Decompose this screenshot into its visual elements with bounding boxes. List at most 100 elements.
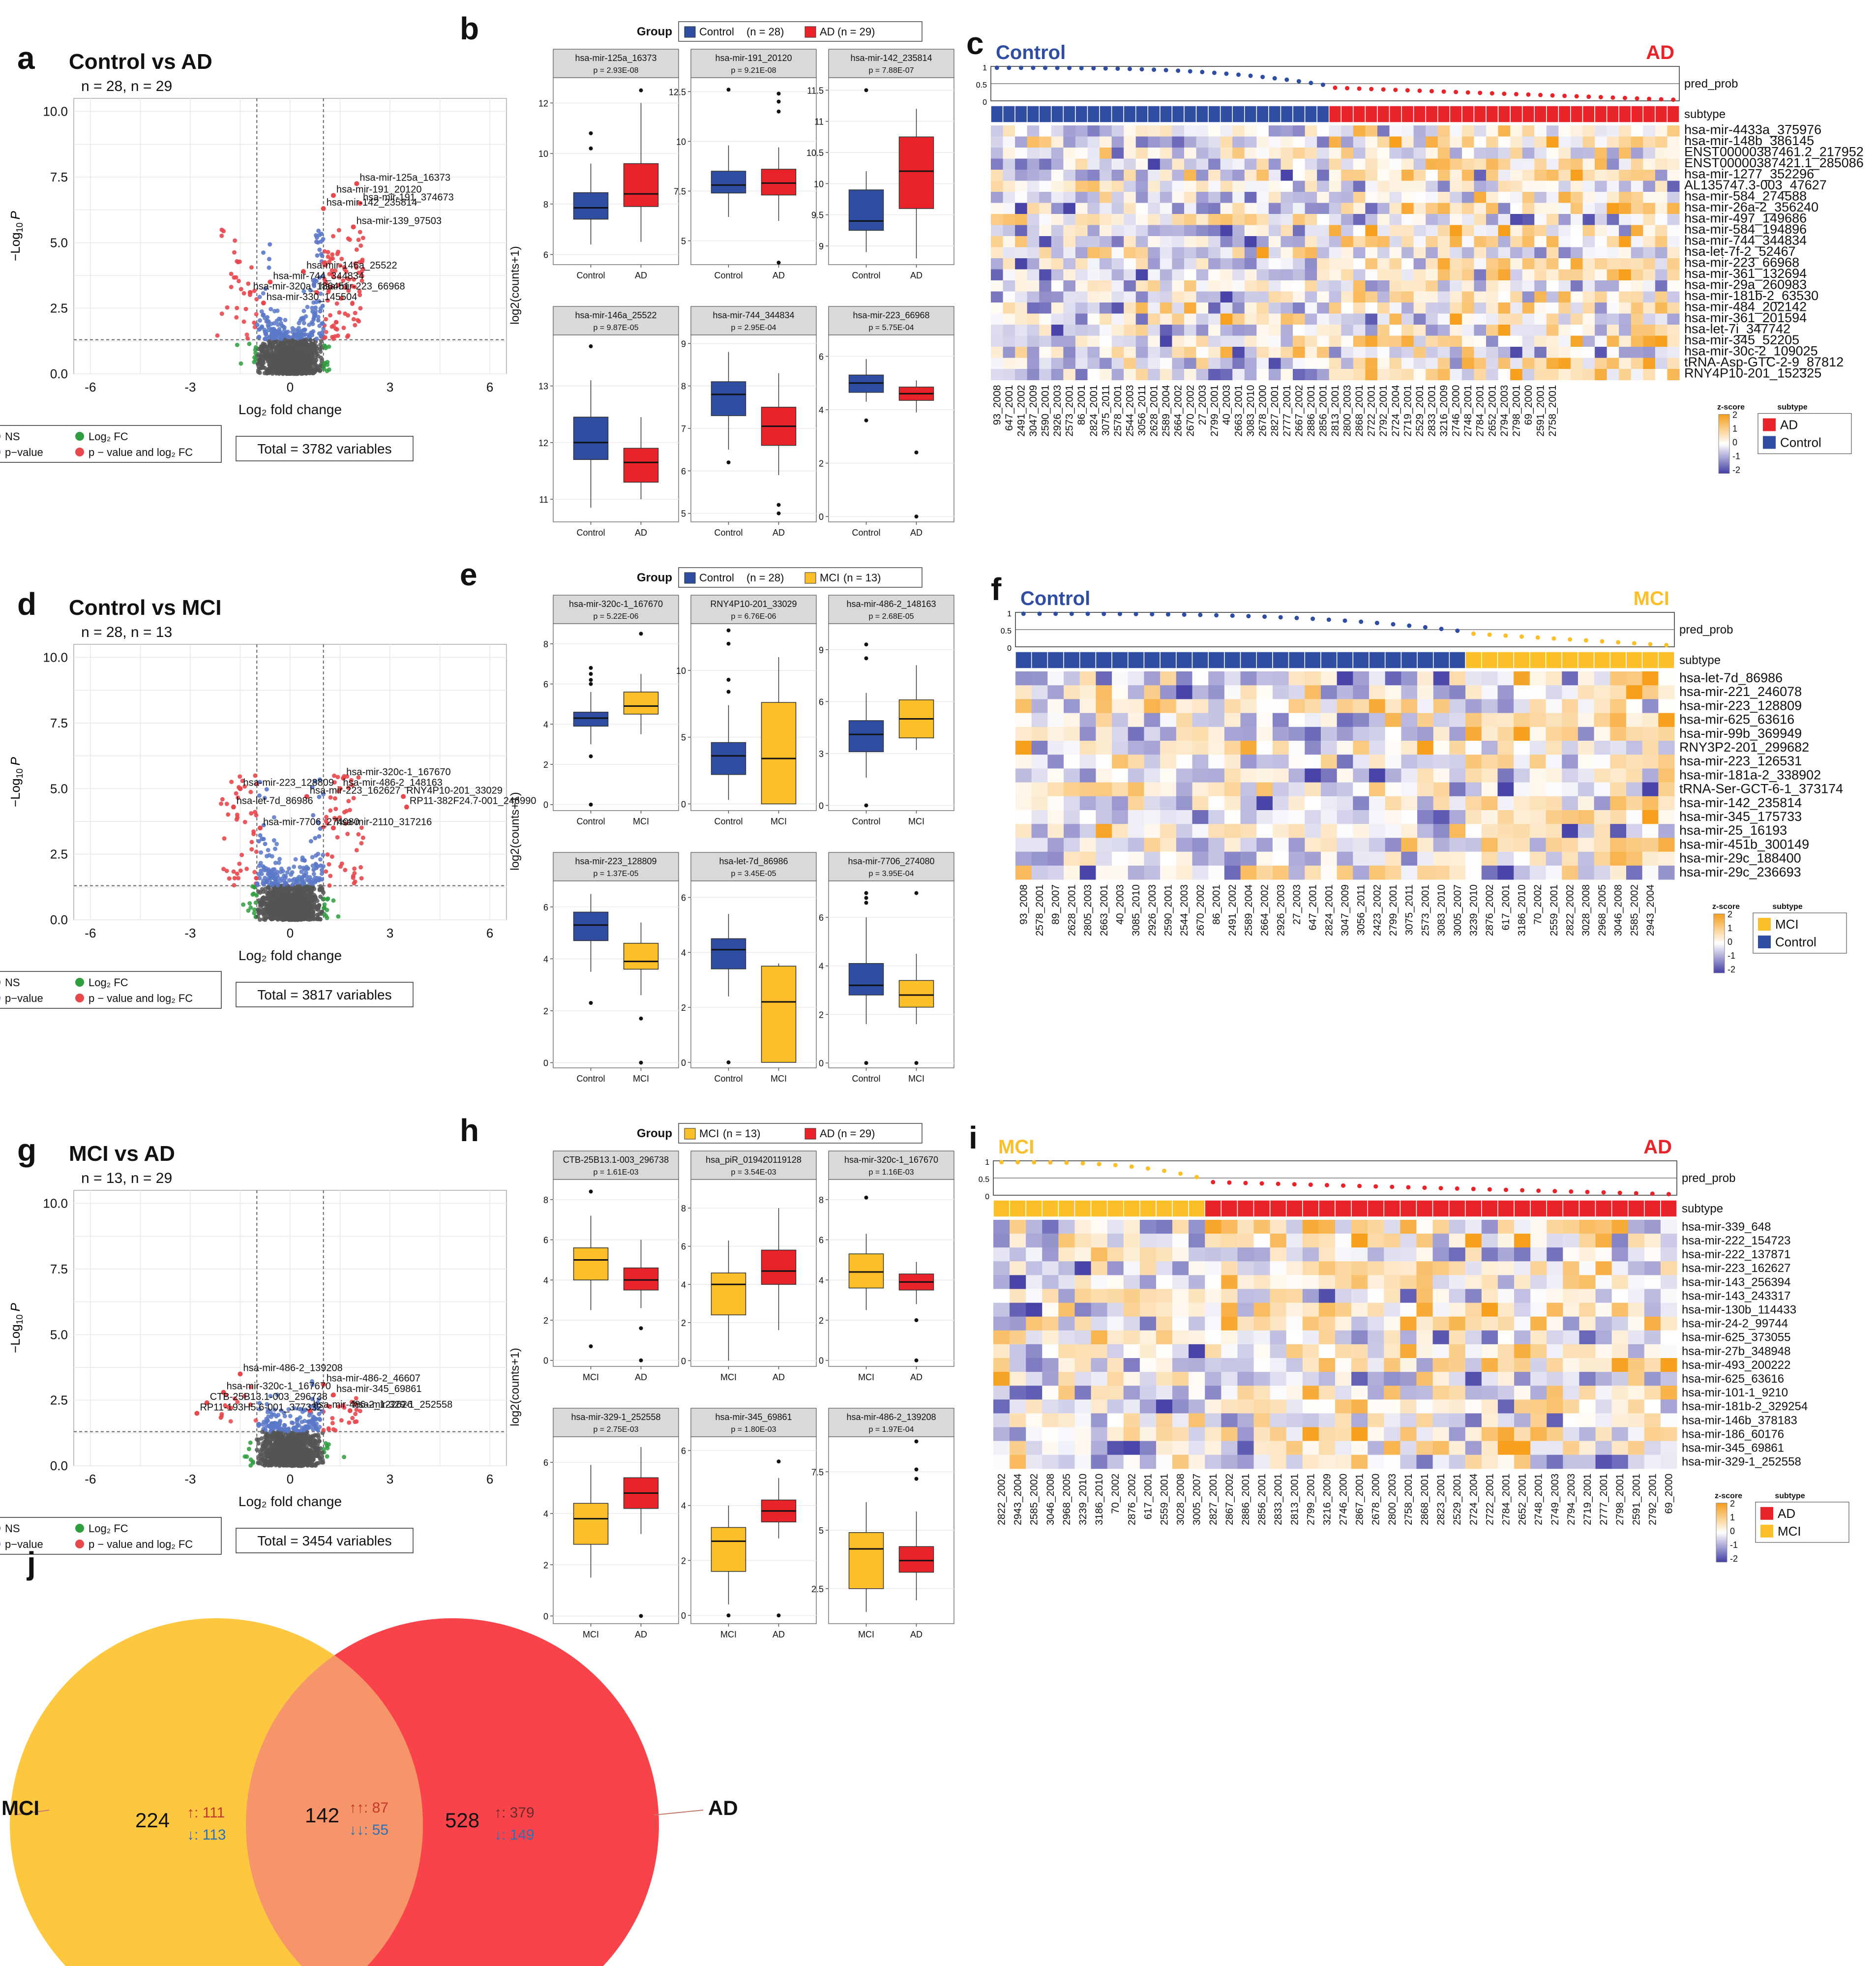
y-tick-label: 7.5: [50, 716, 68, 730]
volcano-point: [273, 1461, 278, 1466]
volcano-point-significant: [224, 801, 229, 806]
volcano-point: [260, 1422, 265, 1427]
volcano-point: [304, 341, 309, 346]
volcano-point: [271, 340, 276, 345]
volcano-point: [266, 847, 270, 852]
volcano-point-significant: [323, 335, 328, 340]
volcano-point: [274, 1435, 279, 1440]
facet-title: hsa-mir-320c-1_167670: [569, 599, 663, 609]
volcano-point: [315, 912, 320, 917]
volcano-point: [283, 876, 288, 880]
y-axis-label-sub: 10: [15, 1314, 25, 1324]
panel-letter-d: d: [17, 586, 36, 622]
volcano-point: [312, 900, 317, 905]
volcano-point: [291, 1447, 296, 1452]
volcano-point-significant: [227, 876, 232, 881]
panel-letter-g: g: [17, 1132, 36, 1168]
volcano-point-significant: [261, 313, 266, 318]
volcano-point: [282, 1436, 287, 1441]
volcano-point-significant: [320, 868, 325, 873]
x-tick-label: AD: [773, 528, 785, 538]
volcano-point-significant: [347, 1420, 352, 1425]
volcano-point-significant: [333, 320, 338, 325]
legend-label: NS: [5, 976, 20, 989]
volcano-point-significant: [353, 1412, 358, 1417]
volcano-point-significant: [315, 253, 320, 258]
volcano-point-significant: [236, 876, 240, 880]
legend-group-name: Control: [699, 572, 734, 584]
outlier-point: [589, 802, 593, 807]
legend-group-name: MCI: [820, 572, 839, 584]
volcano-point: [274, 331, 279, 335]
volcano-point: [327, 367, 331, 372]
volcano-point: [254, 876, 259, 881]
volcano-point: [266, 1414, 271, 1419]
outlier-point: [864, 418, 868, 423]
volcano-point: [302, 1419, 307, 1423]
volcano-point: [309, 369, 314, 374]
volcano-point-significant: [329, 324, 334, 329]
legend-key-both: [75, 1540, 84, 1548]
y-tick-label: 5: [681, 236, 686, 246]
volcano-point: [273, 847, 278, 851]
volcano-point: [297, 1443, 301, 1448]
y-axis-label-sub: 10: [15, 768, 25, 778]
volcano-point: [319, 339, 324, 344]
legend-key-log2fc: [75, 432, 84, 441]
volcano-point: [313, 349, 318, 354]
legend-key-both: [75, 448, 84, 456]
volcano-point: [268, 306, 273, 311]
volcano-point: [293, 335, 298, 340]
labeled-point: [238, 1371, 243, 1377]
outlier-point: [776, 91, 781, 96]
volcano-point: [321, 852, 326, 857]
total-variables: Total = 3782 variables: [257, 441, 391, 456]
volcano-point: [297, 1439, 301, 1444]
y-tick-label: 5.0: [50, 1327, 68, 1342]
volcano-point-significant: [324, 317, 328, 322]
volcano-point: [248, 1440, 253, 1445]
volcano-point-significant: [347, 237, 352, 242]
volcano-point: [309, 1462, 314, 1467]
volcano-point: [305, 304, 310, 309]
facet-title: RNY4P10-201_33029: [710, 599, 797, 609]
volcano-point-significant: [246, 281, 251, 286]
y-tick-label: 12: [538, 98, 548, 108]
volcano-point: [314, 1461, 319, 1466]
volcano-point: [287, 898, 292, 903]
x-tick-label: AD: [910, 528, 923, 538]
volcano-point-significant: [313, 305, 318, 310]
volcano-point-significant: [331, 234, 336, 239]
volcano-point: [282, 344, 287, 349]
volcano-point: [297, 321, 301, 326]
y-axis-label: −Log10P: [8, 1302, 25, 1353]
volcano-point: [297, 914, 301, 919]
volcano-point: [250, 1459, 255, 1464]
volcano-point: [248, 905, 253, 910]
total-variables: Total = 3454 variables: [257, 1533, 391, 1548]
outlier-point: [589, 678, 593, 682]
y-axis-label-sub: 10: [15, 222, 25, 232]
volcano-point: [342, 1454, 347, 1459]
facet-area: [553, 623, 679, 811]
volcano-point: [308, 1439, 313, 1444]
volcano-point: [263, 350, 268, 355]
labeled-point: [194, 1411, 200, 1416]
volcano-point: [294, 353, 299, 358]
outlier-point: [776, 99, 781, 104]
volcano-point-significant: [346, 333, 351, 338]
volcano-point: [292, 1454, 297, 1459]
y-axis-label: log2(counts+1): [508, 792, 522, 870]
volcano-point: [285, 349, 290, 354]
volcano-point: [286, 1448, 291, 1453]
y-axis-label-var: P: [8, 211, 23, 219]
volcano-point-significant: [261, 837, 266, 842]
y-tick-label: 11.5: [807, 86, 824, 95]
outlier-point: [639, 88, 643, 92]
volcano-point: [277, 1443, 282, 1448]
y-axis-label-prefix: −Log: [8, 778, 23, 807]
volcano-point: [268, 897, 273, 902]
